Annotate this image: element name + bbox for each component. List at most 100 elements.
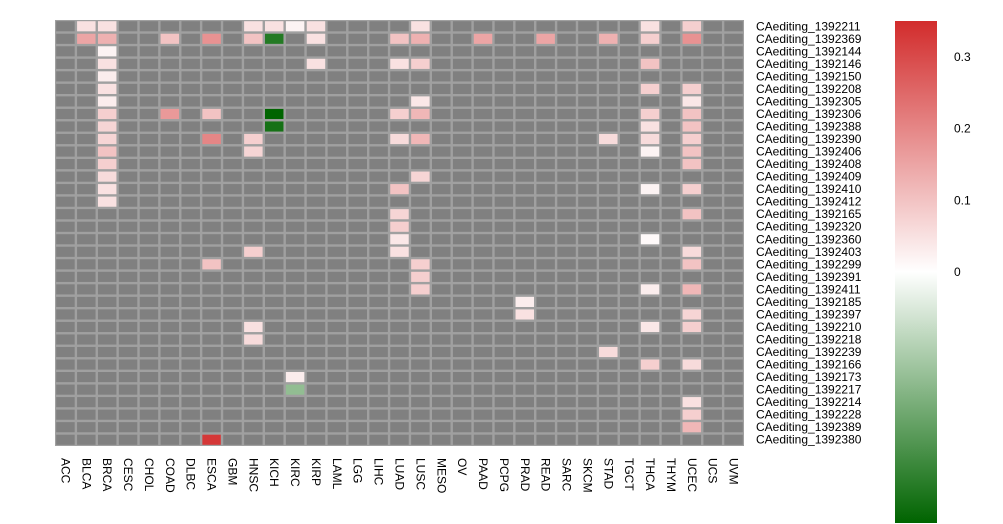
heatmap-cell xyxy=(118,121,138,132)
column-label: LGG xyxy=(351,458,365,483)
heatmap-cell xyxy=(160,284,180,295)
heatmap-cell xyxy=(703,321,722,333)
heatmap-cell xyxy=(56,58,75,69)
heatmap-cell xyxy=(473,321,493,333)
heatmap-cell xyxy=(432,196,451,207)
heatmap-cell xyxy=(724,284,743,295)
heatmap-cell xyxy=(118,21,138,32)
heatmap-cell xyxy=(640,296,660,307)
heatmap-cell xyxy=(473,83,493,94)
heatmap-cell xyxy=(390,71,409,82)
heatmap-cell xyxy=(181,271,200,282)
heatmap-cell xyxy=(557,372,576,383)
heatmap-cell xyxy=(160,83,180,94)
heatmap-cell xyxy=(682,359,702,370)
heatmap-cell xyxy=(369,246,388,257)
column-label: SARC xyxy=(560,458,574,492)
heatmap-cell xyxy=(703,146,722,157)
column-label: UCEC xyxy=(685,458,699,492)
row-label: CAediting_1392218 xyxy=(756,333,862,347)
heatmap-cell xyxy=(56,121,75,132)
heatmap-cell xyxy=(202,296,221,307)
heatmap-cell xyxy=(494,409,514,420)
heatmap-cell xyxy=(536,46,555,57)
heatmap-cell xyxy=(327,71,347,82)
heatmap-cell xyxy=(473,234,493,245)
heatmap-cell xyxy=(160,209,180,220)
heatmap-cell xyxy=(452,33,472,44)
heatmap-cell xyxy=(390,346,409,358)
heatmap-cell xyxy=(202,409,221,420)
column-label: THYM xyxy=(664,458,678,492)
heatmap-cell xyxy=(411,121,430,132)
heatmap-cell xyxy=(515,334,535,345)
heatmap-cell xyxy=(432,284,451,295)
heatmap-cell xyxy=(432,296,451,307)
heatmap-cell xyxy=(223,422,242,433)
heatmap-cell xyxy=(139,133,159,145)
heatmap-cell xyxy=(640,146,660,157)
heatmap-cell xyxy=(494,434,514,445)
heatmap-cell xyxy=(640,221,660,232)
heatmap-cell xyxy=(77,259,96,270)
heatmap-cell xyxy=(682,21,702,32)
heatmap-cell xyxy=(285,321,305,333)
heatmap-cell xyxy=(452,196,472,207)
heatmap-cell xyxy=(703,171,722,182)
heatmap-cell xyxy=(223,321,242,333)
heatmap-cell xyxy=(640,184,660,195)
heatmap-cell xyxy=(369,46,388,57)
heatmap-cell xyxy=(682,434,702,445)
heatmap-cell xyxy=(223,21,242,32)
heatmap-cell xyxy=(285,184,305,195)
heatmap-cell xyxy=(411,108,430,120)
heatmap-cell xyxy=(97,58,117,69)
row-label: CAediting_1392306 xyxy=(756,107,862,121)
heatmap-cell xyxy=(452,321,472,333)
heatmap-cell xyxy=(77,334,96,345)
heatmap-cell xyxy=(118,209,138,220)
heatmap-cell xyxy=(56,146,75,157)
heatmap-cell xyxy=(599,384,618,395)
heatmap-cell xyxy=(327,372,347,383)
heatmap-cell xyxy=(327,422,347,433)
heatmap-cell xyxy=(264,196,284,207)
heatmap-cell xyxy=(703,33,722,44)
heatmap-cell xyxy=(160,397,180,408)
heatmap-cell xyxy=(348,209,367,220)
heatmap-cell xyxy=(369,234,388,245)
heatmap-cell xyxy=(181,21,200,32)
heatmap-cell xyxy=(724,58,743,69)
heatmap-cell xyxy=(473,359,493,370)
heatmap-cell xyxy=(56,271,75,282)
heatmap-cell xyxy=(640,309,660,320)
heatmap-cell xyxy=(661,133,681,145)
heatmap-cell xyxy=(223,221,242,232)
heatmap-cell xyxy=(452,271,472,282)
heatmap-cell xyxy=(369,384,388,395)
row-label: CAediting_1392360 xyxy=(756,232,862,246)
heatmap-cell xyxy=(285,146,305,157)
heatmap-cell xyxy=(536,334,555,345)
heatmap-cell xyxy=(411,284,430,295)
heatmap-cell xyxy=(661,334,681,345)
row-label: CAediting_1392173 xyxy=(756,370,862,384)
heatmap-cell xyxy=(77,234,96,245)
heatmap-cell xyxy=(306,384,326,395)
heatmap-cell xyxy=(703,121,722,132)
heatmap-cell xyxy=(599,284,618,295)
heatmap-cell xyxy=(160,121,180,132)
heatmap-cell xyxy=(724,121,743,132)
heatmap-cell xyxy=(432,309,451,320)
heatmap-cell xyxy=(390,146,409,157)
heatmap-cell xyxy=(515,434,535,445)
heatmap-cell xyxy=(578,83,597,94)
heatmap-cell xyxy=(682,284,702,295)
heatmap-cell xyxy=(640,159,660,170)
heatmap-cell xyxy=(285,334,305,345)
heatmap-cell xyxy=(578,58,597,69)
heatmap-cell xyxy=(369,209,388,220)
heatmap-cell xyxy=(640,334,660,345)
heatmap-cell xyxy=(640,121,660,132)
heatmap-cell xyxy=(306,121,326,132)
